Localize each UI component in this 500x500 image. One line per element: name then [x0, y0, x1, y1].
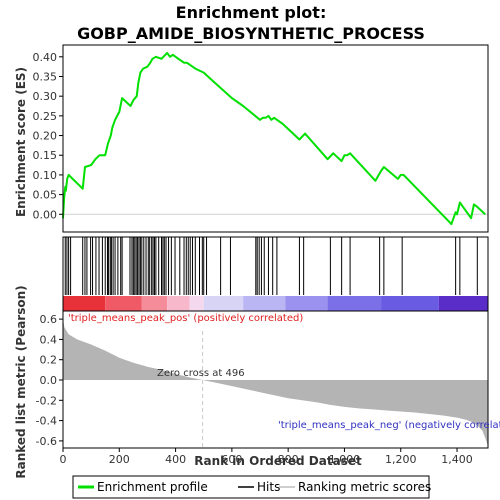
metric-axis-label: Ranked list metric (Pearson): [14, 285, 28, 478]
es-y-tick-label: 0.35: [33, 70, 58, 83]
metric-y-tick-label: -0.4: [36, 415, 57, 428]
metric-y-tick-label: 0.2: [40, 354, 58, 367]
zero-cross-label: Zero cross at 496: [157, 368, 245, 379]
x-tick-label: 0: [60, 453, 67, 466]
es-axis-label: Enrichment score (ES): [14, 67, 28, 217]
heat-segment: [381, 296, 439, 311]
es-frame: [62, 44, 489, 233]
es-panel: [62, 51, 488, 226]
es-y-tick-label: 0.20: [33, 130, 58, 143]
es-y-tick-label: 0.10: [33, 169, 58, 182]
enrichment-profile-line: [62, 51, 486, 226]
heat-segment: [285, 296, 328, 311]
x-tick-label: 600: [221, 453, 242, 466]
axes-frame: 0.000.050.100.150.200.250.300.350.40-0.6…: [33, 44, 489, 466]
heat-segment: [105, 296, 142, 311]
heat-segment: [189, 296, 204, 311]
x-tick-label: 400: [165, 453, 186, 466]
es-y-tick-label: 0.05: [33, 189, 58, 202]
metric-y-tick-label: -0.6: [36, 435, 57, 448]
metric-panel: [63, 319, 488, 448]
heat-segment: [243, 296, 286, 311]
metric-frame: [62, 310, 489, 449]
heat-segment: [438, 296, 488, 311]
rank-heatmap-bar: [63, 296, 488, 311]
x-tick-label: 200: [109, 453, 130, 466]
heat-segment: [141, 296, 168, 311]
legend-metric-label: Ranking metric scores: [298, 480, 431, 494]
ranking-metric-area: [63, 319, 488, 446]
legend-hits-label: Hits: [257, 480, 280, 494]
es-y-tick-label: 0.25: [33, 110, 58, 123]
heat-segment: [63, 296, 106, 311]
metric-y-tick-label: 0.6: [40, 313, 58, 326]
x-tick-label: 1,400: [441, 453, 473, 466]
negative-correlation-label: 'triple_means_peak_neg' (negatively corr…: [278, 420, 500, 431]
heat-segment: [203, 296, 244, 311]
heat-segment: [327, 296, 382, 311]
es-y-tick-label: 0.15: [33, 149, 58, 162]
es-y-tick-label: 0.00: [33, 208, 58, 221]
x-tick-label: 800: [278, 453, 299, 466]
metric-y-tick-label: -0.2: [36, 394, 57, 407]
x-axis-label: Rank in Ordered Dataset: [194, 454, 362, 468]
positive-correlation-label: 'triple_means_peak_pos' (positively corr…: [68, 313, 303, 324]
chart-title-line2: GOBP_AMIDE_BIOSYNTHETIC_PROCESS: [77, 24, 425, 43]
x-tick-label: 1,000: [329, 453, 361, 466]
legend-profile-label: Enrichment profile: [97, 480, 208, 494]
hits-panel: [64, 237, 478, 295]
es-y-tick-label: 0.40: [33, 51, 58, 64]
legend: Enrichment profile Hits Ranking metric s…: [72, 475, 431, 499]
metric-y-tick-label: 0.4: [40, 333, 58, 346]
metric-y-tick-label: 0.0: [40, 374, 58, 387]
heat-segment: [167, 296, 190, 311]
es-y-tick-label: 0.30: [33, 90, 58, 103]
chart-title-line1: Enrichment plot:: [176, 3, 327, 22]
x-tick-label: 1,200: [385, 453, 417, 466]
